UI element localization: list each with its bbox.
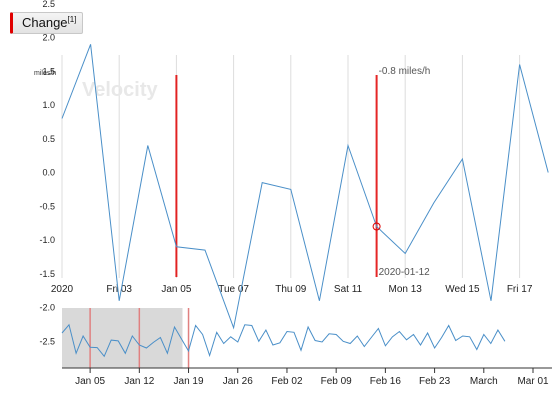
navigator-x-tick-label: Mar 01 <box>517 376 549 387</box>
y-tick-label: -1.0 <box>39 235 55 245</box>
navigator-x-tick-label: Jan 05 <box>75 376 105 387</box>
hover-date-label: 2020-01-12 <box>379 267 431 278</box>
data-point[interactable] <box>146 144 150 148</box>
chart-title: Velocity <box>82 79 158 101</box>
x-tick-label: Tue 07 <box>218 284 249 295</box>
data-point[interactable] <box>346 144 350 148</box>
navigator-x-tick-label: Jan 12 <box>124 376 154 387</box>
y-axis-unit-label: miles/h <box>34 70 56 77</box>
y-tick-label: 1.5 <box>42 66 55 76</box>
x-tick-label: Jan 05 <box>161 284 191 295</box>
y-tick-label: -2.5 <box>39 336 55 346</box>
data-point[interactable] <box>203 248 207 252</box>
navigator-x-tick-label: Feb 09 <box>321 376 353 387</box>
x-tick-label: Wed 15 <box>445 284 480 295</box>
data-point[interactable] <box>174 245 178 249</box>
hover-point-marker <box>372 222 381 231</box>
data-point[interactable] <box>60 117 64 121</box>
y-tick-label: 0.0 <box>42 168 55 178</box>
y-tick-label: -0.5 <box>39 201 55 211</box>
x-tick-label: 2020 <box>51 284 74 295</box>
navigator-x-tick-label: Jan 19 <box>174 376 204 387</box>
y-tick-label: 2.0 <box>42 33 55 43</box>
change-button-footnote: [1] <box>67 15 77 24</box>
data-point[interactable] <box>117 299 121 303</box>
x-tick-label: Fri 17 <box>507 284 533 295</box>
navigator-selection-window[interactable] <box>62 308 183 368</box>
y-tick-label: -2.0 <box>39 303 55 313</box>
y-tick-label: 1.0 <box>42 100 55 110</box>
navigator-x-tick-label: Feb 23 <box>419 376 451 387</box>
y-tick-label: 0.5 <box>42 134 55 144</box>
x-tick-label: Mon 13 <box>389 284 423 295</box>
data-point[interactable] <box>432 201 436 205</box>
navigator-x-tick-label: March <box>470 376 498 387</box>
data-point[interactable] <box>518 63 522 67</box>
navigator-x-tick-label: Jan 26 <box>223 376 253 387</box>
data-point[interactable] <box>546 171 550 175</box>
data-point[interactable] <box>460 157 464 161</box>
data-point[interactable] <box>289 187 293 191</box>
data-point[interactable] <box>375 225 379 229</box>
navigator-x-tick-label: Feb 02 <box>271 376 303 387</box>
change-button-label: Change <box>22 15 68 30</box>
series-line[interactable] <box>61 44 549 330</box>
navigator-series-line <box>61 323 506 358</box>
data-point[interactable] <box>89 42 93 46</box>
x-tick-label: Thu 09 <box>275 284 307 295</box>
data-point[interactable] <box>232 326 236 330</box>
hover-value-label: -0.8 miles/h <box>379 66 431 77</box>
data-point[interactable] <box>317 299 321 303</box>
data-point[interactable] <box>403 252 407 256</box>
y-tick-label: -1.5 <box>39 269 55 279</box>
navigator-x-tick-label: Feb 16 <box>370 376 402 387</box>
x-tick-label: Sat 11 <box>334 284 363 295</box>
y-tick-label: 2.5 <box>42 0 55 9</box>
data-point[interactable] <box>489 299 493 303</box>
change-button[interactable]: Change[1] <box>10 12 84 34</box>
data-point[interactable] <box>260 181 264 185</box>
x-tick-label: Fri 03 <box>106 284 132 295</box>
